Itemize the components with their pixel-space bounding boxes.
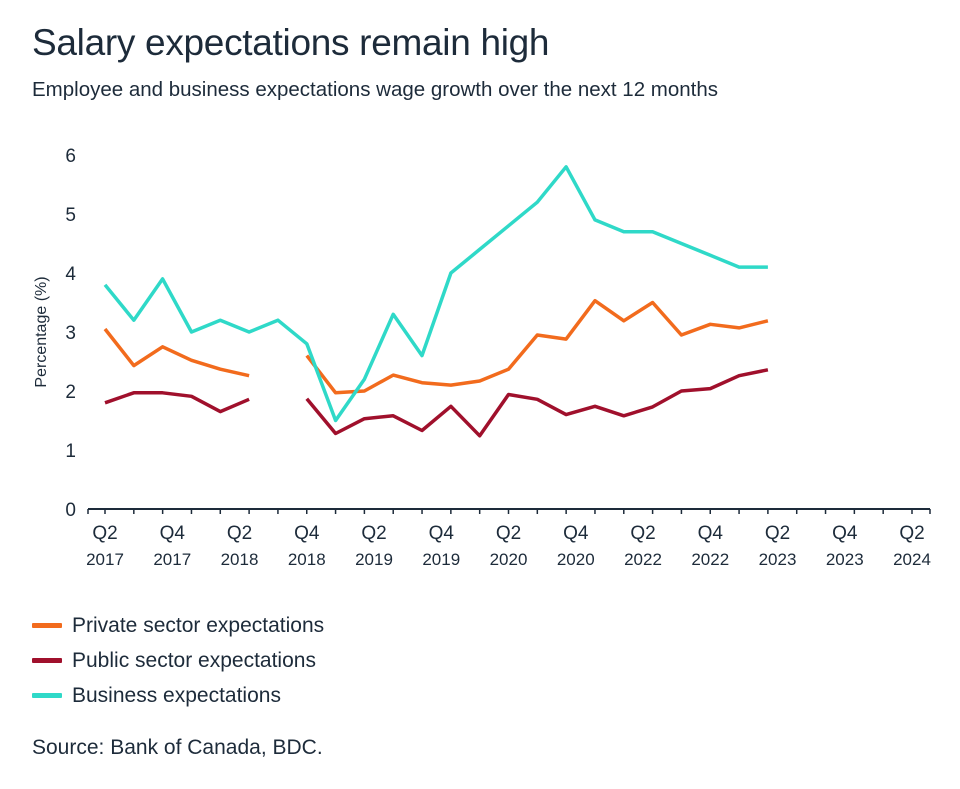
y-tick-label: 1 — [65, 441, 76, 462]
series-line-public — [104, 368, 769, 438]
legend-item-business: Business expectations — [32, 678, 324, 713]
x-tick-label-quarter: Q2 — [765, 523, 790, 544]
x-tick-label-quarter: Q4 — [160, 523, 186, 544]
y-tick-label: 2 — [65, 382, 76, 403]
y-tick-label: 3 — [65, 323, 76, 344]
legend: Private sector expectations Public secto… — [32, 608, 324, 713]
legend-label-public: Public sector expectations — [72, 648, 316, 672]
y-axis: 0 1 2 3 4 5 6 — [65, 146, 76, 521]
line-chart: 0 1 2 3 4 5 6 Q2 2017 Q4 2017 Q2 2018 Q4 2018 Q2 2019 Q4… — [33, 146, 931, 569]
x-tick-label-year: 2020 — [490, 550, 528, 569]
x-tick-label-year: 2023 — [759, 550, 797, 569]
legend-label-private: Private sector expectations — [72, 613, 325, 637]
series-line-business — [103, 165, 768, 423]
x-tick-label-year: 2020 — [557, 550, 595, 569]
legend-swatch-business — [32, 693, 62, 698]
x-tick-label-quarter: Q4 — [294, 523, 320, 544]
y-tick-label: 4 — [65, 264, 76, 285]
chart-subtitle: Employee and business expectations wage … — [32, 78, 719, 101]
y-tick-label: 5 — [65, 205, 76, 226]
legend-swatch-public — [32, 658, 62, 663]
y-tick-label: 0 — [65, 500, 76, 521]
chart-title: Salary expectations remain high — [32, 22, 550, 63]
x-tick-label-quarter: Q2 — [630, 523, 655, 544]
x-tick-label-year: 2017 — [153, 550, 191, 569]
series-layer — [103, 165, 769, 438]
x-tick-label-year: 2024 — [893, 550, 931, 569]
y-tick-label: 6 — [65, 146, 76, 167]
x-tick-label-year: 2018 — [221, 550, 259, 569]
x-tick-label-year: 2018 — [288, 550, 326, 569]
x-tick-label-quarter: Q4 — [429, 523, 455, 544]
x-tick-label-quarter: Q2 — [899, 523, 924, 544]
x-tick-label-year: 2019 — [355, 550, 393, 569]
x-tick-label-year: 2017 — [86, 550, 124, 569]
legend-item-public: Public sector expectations — [32, 643, 324, 678]
legend-label-business: Business expectations — [72, 683, 281, 707]
x-tick-label-year: 2019 — [422, 550, 460, 569]
legend-swatch-private — [32, 623, 62, 628]
x-tick-label-quarter: Q2 — [227, 523, 252, 544]
x-tick-label-year: 2023 — [826, 550, 864, 569]
x-axis: Q2 2017 Q4 2017 Q2 2018 Q4 2018 Q2 2019 Q4 2019 Q2 20… — [86, 508, 931, 569]
x-tick-label-quarter: Q2 — [92, 523, 117, 544]
source-note: Source: Bank of Canada, BDC. — [32, 736, 323, 759]
x-tick-label-quarter: Q2 — [361, 523, 386, 544]
x-tick-label-year: 2022 — [691, 550, 729, 569]
x-tick-label-quarter: Q4 — [832, 523, 858, 544]
x-tick-label-year: 2022 — [624, 550, 662, 569]
x-tick-label-quarter: Q4 — [698, 523, 724, 544]
y-axis-label: Percentage (%) — [33, 276, 50, 387]
x-tick-label-quarter: Q2 — [496, 523, 521, 544]
x-tick-label-quarter: Q4 — [563, 523, 589, 544]
series-line-private — [103, 298, 769, 395]
legend-item-private: Private sector expectations — [32, 608, 324, 643]
